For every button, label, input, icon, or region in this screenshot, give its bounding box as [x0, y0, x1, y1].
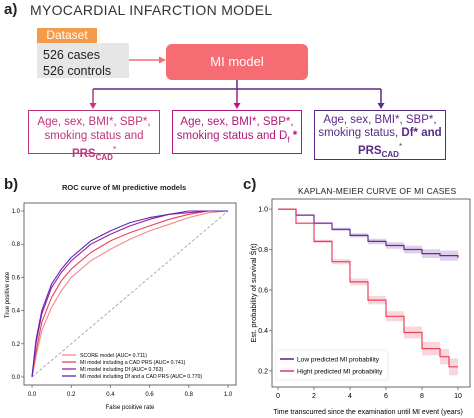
roc-series-line-0: [31, 210, 229, 378]
model-box-df-prs-sub: CAD: [381, 150, 399, 160]
km-series-line-1: [278, 208, 458, 368]
model-box-prs: Age, sex, BMI*, SBP*, smoking status and…: [28, 110, 160, 162]
km-ytick-label: 0.6: [258, 287, 268, 294]
km-xtick-label: 8: [420, 393, 424, 400]
roc-legend-label-3: MI model including Df and a CAD PRS (AUC…: [80, 374, 202, 380]
branch-right-head: [377, 103, 385, 109]
panel-a-connectors: [89, 56, 385, 109]
roc-plot-frame: [23, 202, 237, 386]
roc-xtick-label: 0.6: [145, 392, 154, 398]
roc-chart: 0.0 0.2 0.4 0.6 0.8 1.0 0.0 0.2 0.4 0.6 0.8 1.0 Tru…: [5, 202, 237, 411]
branch-mid-head: [233, 103, 241, 109]
roc-xlabel: False positive rate: [106, 405, 155, 411]
roc-ytick-label: 1.0: [12, 209, 21, 215]
dataset-to-mi-arrowhead: [159, 56, 166, 64]
km-series-line-0: [278, 208, 459, 258]
panel-a-title: MYOCARDIAL INFARCTION MODEL: [30, 2, 273, 18]
model-box-prs-sup: *: [112, 145, 117, 154]
mi-model-box: MI model: [166, 44, 308, 80]
roc-ytick-label: 0.4: [12, 309, 21, 315]
dataset-controls: 526 controls: [43, 64, 112, 78]
dataset-cases: 526 cases: [43, 48, 100, 62]
model-box-df-prs-line1: Age, sex, BMI*, SBP*,: [323, 114, 437, 126]
roc-series-line-1: [31, 210, 228, 378]
model-box-df: Age, sex, BMI*, SBP*, smoking status and…: [172, 110, 302, 154]
km-xtick-label: 4: [348, 393, 352, 400]
km-legend-box: [275, 349, 389, 381]
model-box-prs-sub: CAD: [95, 153, 113, 163]
roc-xtick-label: 0.2: [67, 392, 76, 398]
panel-c-letter: c): [243, 176, 257, 193]
dataset-box: 526 cases 526 controls: [37, 43, 129, 78]
roc-series-line-3: [31, 210, 228, 378]
model-box-df-prs-line2-wrap: smoking status, Df* and: [318, 127, 442, 140]
km-xtick-label: 0: [276, 393, 280, 400]
roc-legend-label-2: MI model including Df (AUC= 0.763): [80, 367, 163, 373]
model-box-df-line2: smoking status and D: [176, 130, 288, 142]
model-box-df-line2-wrap: smoking status and Df *: [176, 129, 298, 147]
model-box-df-prs: Age, sex, BMI*, SBP*, smoking status, Df…: [314, 110, 446, 160]
panel-a-letter: a): [4, 1, 18, 18]
km-ytick-label: 0.4: [258, 328, 268, 335]
roc-xtick-label: 0.4: [106, 392, 115, 398]
km-xtick-label: 6: [384, 393, 388, 400]
roc-title: ROC curve of MI predictive models: [62, 183, 187, 192]
km-legend-label-0: Low predicted MI probability: [297, 357, 380, 364]
model-box-df-prs-sup: *: [398, 142, 403, 151]
km-ytick-label: 0.8: [258, 247, 268, 254]
roc-legend-label-1: MI model including a CAD PRS (AUC= 0.741…: [80, 360, 186, 366]
roc-ylabel: True positive rate: [5, 271, 11, 318]
model-box-prs-line2-wrap: smoking status and PRSCAD*: [32, 129, 156, 165]
roc-xtick-label: 0.8: [185, 392, 194, 398]
roc-legend-label-0: SCORE model (AUC= 0.711): [80, 353, 147, 359]
km-xtick-label: 2: [312, 393, 316, 400]
branch-left-head: [89, 103, 97, 109]
model-box-df-prs-line3-wrap: PRSCAD*: [318, 140, 442, 161]
model-box-df-sub: f: [287, 135, 290, 145]
roc-series-line-2: [31, 210, 228, 378]
km-legend-label-1: Hight predicted MI probability: [297, 369, 383, 376]
model-box-prs-line1: Age, sex, BMI*, SBP*,: [37, 116, 151, 128]
km-chart: 0 2 4 6 8 10 0.2 0.4 0.6 0.8 1.0 Est. probability …: [249, 198, 471, 416]
model-box-prs-bold: PRS: [71, 147, 96, 160]
mi-model-label: MI model: [210, 54, 264, 69]
roc-ytick-label: 0.0: [12, 375, 21, 381]
model-box-df-prs-line2: smoking status,: [318, 127, 402, 139]
roc-ytick-label: 0.2: [12, 342, 21, 348]
model-box-df-bold: *: [289, 130, 298, 142]
km-ytick-label: 0.2: [258, 368, 268, 375]
km-ylabel: Est. probability of survival Ŝ(t): [249, 243, 258, 343]
dataset-tag: Dataset: [37, 28, 97, 43]
panel-b-letter: b): [4, 176, 19, 193]
model-box-prs-line2: smoking status and: [44, 130, 144, 142]
model-box-df-line1: Age, sex, BMI*, SBP*,: [180, 116, 294, 128]
km-xlabel: Time transcurred since the examination u…: [273, 409, 463, 416]
km-xtick-label: 10: [454, 393, 462, 400]
model-box-df-prs-line3: PRS: [357, 144, 382, 157]
km-band-1: [278, 209, 458, 377]
km-plot-frame: [271, 198, 471, 388]
roc-xtick-label: 0.0: [28, 392, 37, 398]
model-box-df-prs-bold: Df* and: [401, 127, 442, 139]
km-ytick-label: 1.0: [258, 207, 268, 214]
roc-ytick-label: 0.8: [12, 242, 21, 248]
km-title: KAPLAN-MEIER CURVE OF MI CASES: [298, 186, 457, 196]
roc-ytick-label: 0.6: [12, 275, 21, 281]
roc-xtick-label: 1.0: [224, 392, 233, 398]
roc-diagonal: [31, 210, 229, 378]
